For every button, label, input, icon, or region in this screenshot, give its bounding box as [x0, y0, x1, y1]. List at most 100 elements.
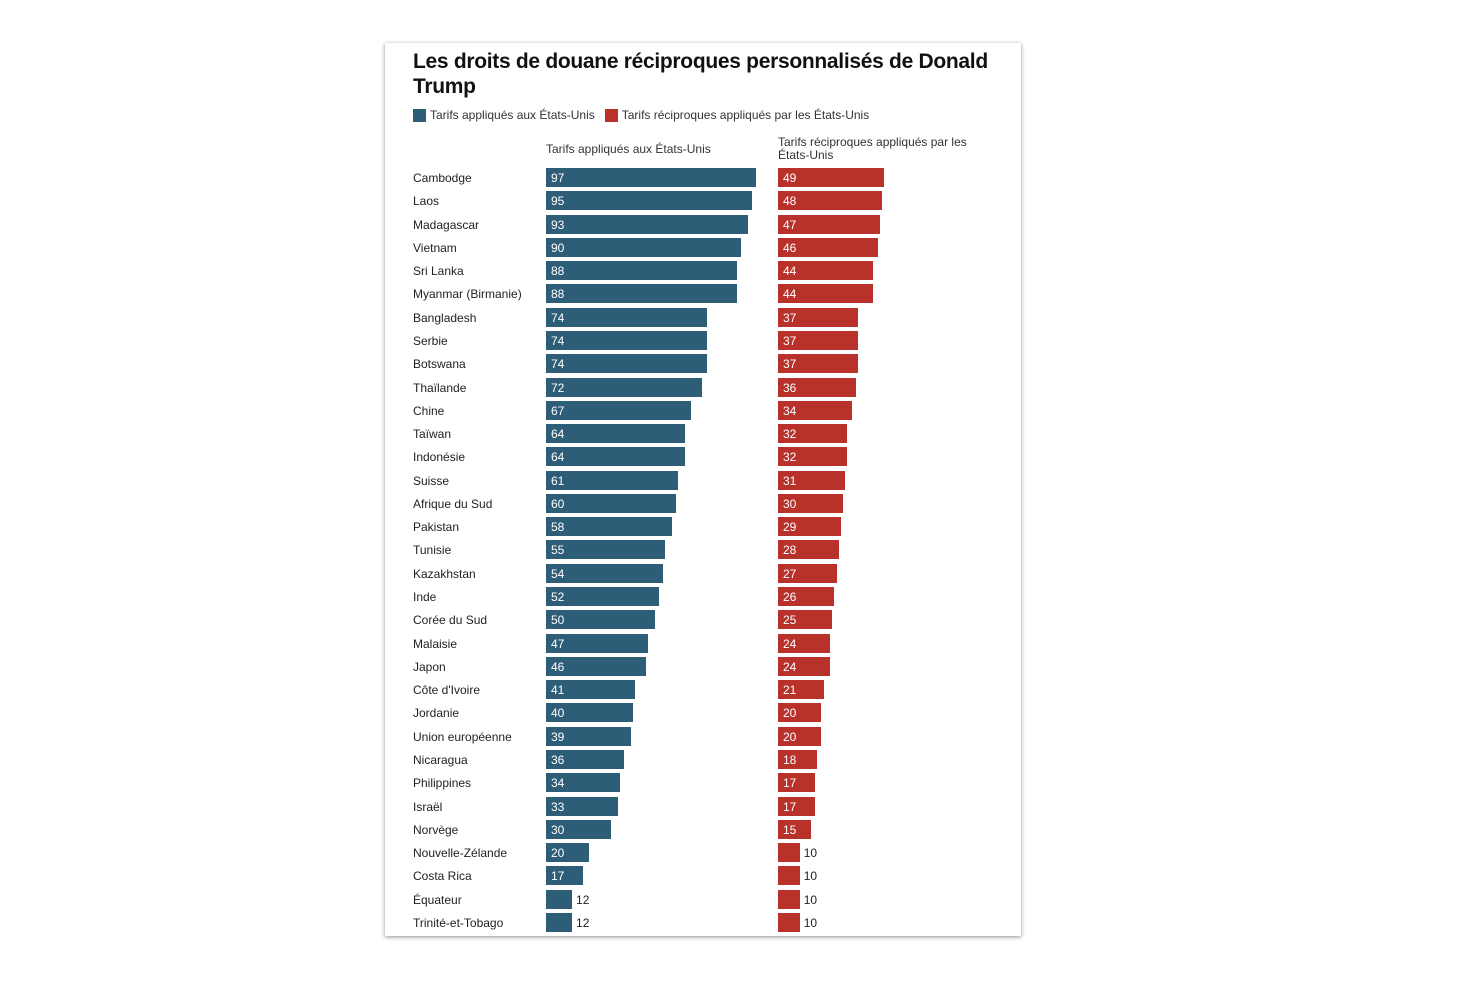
bar-reciprocal — [778, 587, 835, 607]
bar-reciprocal — [778, 726, 822, 746]
data-label: 20 — [783, 729, 797, 744]
category-label: Laos — [413, 194, 440, 209]
table-row: Nouvelle-Zélande 20 10 — [385, 843, 1021, 863]
data-label: 54 — [551, 566, 565, 581]
table-row: Inde 52 26 — [385, 587, 1021, 607]
category-label: Équateur — [413, 892, 462, 907]
bar-applied — [546, 330, 707, 350]
data-label: 67 — [551, 403, 565, 418]
bar-applied — [546, 703, 633, 723]
category-label: Sri Lanka — [413, 264, 464, 279]
bar-reciprocal — [778, 750, 818, 769]
bar-applied — [546, 889, 573, 909]
bar-reciprocal — [778, 377, 857, 397]
data-label: 15 — [783, 822, 797, 837]
table-row: Vietnam 90 46 — [385, 237, 1021, 258]
bar-applied — [546, 819, 612, 839]
bar-applied — [546, 912, 573, 932]
category-label: Pakistan — [413, 520, 460, 535]
column-header-applied: Tarifs appliqués aux États-Unis — [546, 142, 711, 156]
bar-reciprocal — [778, 447, 848, 467]
bar-reciprocal — [778, 191, 883, 211]
bar-applied — [546, 680, 635, 700]
data-label: 40 — [551, 706, 565, 721]
category-label: Inde — [413, 590, 437, 605]
data-label: 46 — [783, 240, 797, 255]
bar-reciprocal — [778, 470, 846, 490]
category-label: Norvège — [413, 822, 459, 837]
data-label: 50 — [551, 613, 565, 628]
category-label: Kazakhstan — [413, 566, 476, 581]
bar-applied — [546, 726, 631, 746]
data-label: 18 — [783, 753, 797, 767]
table-row: Malaisie 47 24 — [385, 633, 1021, 654]
category-label: Bangladesh — [413, 310, 477, 325]
data-label: 32 — [783, 427, 797, 442]
bar-applied — [546, 540, 666, 560]
category-label: Union européenne — [413, 729, 512, 744]
data-label: 20 — [551, 846, 565, 861]
data-label: 24 — [783, 636, 797, 651]
bar-reciprocal — [778, 773, 815, 793]
data-label: 10 — [803, 892, 818, 907]
category-label: Vietnam — [413, 240, 457, 255]
data-label: 12 — [576, 915, 590, 930]
data-label: 55 — [551, 543, 565, 558]
data-label: 95 — [551, 194, 565, 209]
data-label: 64 — [551, 427, 565, 442]
bar-applied — [546, 470, 679, 490]
data-label: 64 — [551, 450, 565, 465]
category-label: Taïwan — [413, 427, 452, 442]
table-row: Botswana 74 37 — [385, 354, 1021, 374]
table-row: Tunisie 55 28 — [385, 540, 1021, 560]
table-row: Serbie 74 37 — [385, 330, 1021, 351]
data-label: 39 — [551, 729, 565, 744]
category-label: Japon — [413, 659, 446, 674]
bar-reciprocal — [778, 168, 885, 187]
data-label: 52 — [551, 590, 565, 605]
bar-applied — [546, 191, 753, 211]
bar-reciprocal — [778, 517, 841, 537]
data-label: 36 — [551, 753, 565, 767]
table-row: Suisse 61 31 — [385, 470, 1021, 491]
category-label: Philippines — [413, 776, 472, 791]
legend-label: Tarifs appliqués aux États-Unis — [430, 108, 595, 122]
bar-applied — [546, 237, 742, 257]
bar-reciprocal — [778, 214, 880, 234]
bar-applied — [546, 587, 659, 607]
data-label: 30 — [783, 496, 797, 511]
table-row: Pakistan 58 29 — [385, 517, 1021, 537]
legend-label: Tarifs réciproques appliqués par les Éta… — [621, 108, 870, 122]
table-row: Norvège 30 15 — [385, 819, 1021, 840]
data-label: 26 — [783, 590, 797, 605]
bar-applied — [546, 517, 672, 537]
bar-reciprocal — [778, 354, 859, 374]
data-label: 25 — [783, 613, 797, 628]
table-row: Corée du Sud 50 25 — [385, 610, 1021, 630]
bar-reciprocal — [778, 493, 844, 513]
category-label: Cambodge — [413, 171, 472, 185]
data-label: 74 — [551, 310, 565, 325]
category-label: Costa Rica — [413, 869, 472, 884]
table-row: Union européenne 39 20 — [385, 726, 1021, 747]
table-row: Trinité-et-Tobago 12 10 — [385, 912, 1021, 933]
data-label: 74 — [551, 357, 565, 372]
data-label: 24 — [783, 659, 797, 674]
table-row: Indonésie 64 32 — [385, 447, 1021, 467]
table-row: Myanmar (Birmanie) 88 44 — [385, 284, 1021, 304]
chart-card: Les droits de douane réciproques personn… — [385, 43, 1021, 936]
data-label: 31 — [783, 473, 797, 488]
category-label: Chine — [413, 403, 445, 418]
table-row: Thaïlande 72 36 — [385, 377, 1021, 398]
data-label: 74 — [551, 333, 565, 348]
table-row: Côte d'Ivoire 41 21 — [385, 680, 1021, 700]
data-label: 48 — [783, 194, 797, 209]
table-row: Nicaragua 36 18 — [385, 750, 1021, 770]
bar-reciprocal — [778, 633, 831, 653]
bar-reciprocal — [778, 307, 859, 327]
bar-reciprocal — [778, 563, 837, 583]
bar-applied — [546, 284, 737, 304]
table-row: Cambodge 97 49 — [385, 168, 1021, 188]
bar-applied — [546, 214, 748, 234]
category-label: Tunisie — [413, 543, 452, 558]
